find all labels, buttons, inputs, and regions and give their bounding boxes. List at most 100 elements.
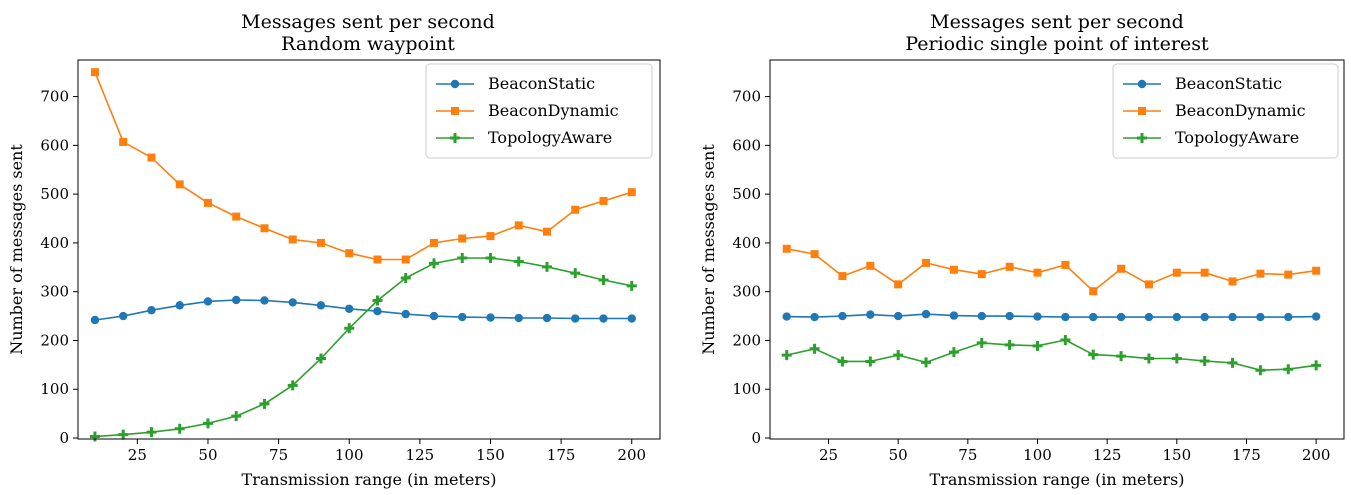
data-point (782, 244, 791, 253)
data-point (977, 270, 986, 279)
data-point (1089, 287, 1098, 296)
data-point (1088, 349, 1099, 360)
x-tick-label: 200 (1302, 446, 1331, 464)
legend-label: BeaconStatic (488, 74, 595, 93)
data-point (345, 249, 354, 258)
data-point (571, 205, 580, 214)
data-point (1227, 357, 1238, 368)
y-tick-label: 500 (40, 185, 69, 203)
x-tick-label: 75 (958, 446, 977, 464)
series-BeaconDynamic (782, 244, 1321, 296)
legend-marker (1137, 79, 1147, 89)
legend-label: BeaconDynamic (1175, 101, 1306, 120)
series-line-BeaconStatic (786, 313, 1317, 318)
data-point (542, 227, 551, 236)
data-point (175, 301, 184, 310)
data-point (949, 265, 958, 274)
data-point (401, 255, 410, 264)
y-tick-label: 700 (40, 88, 69, 106)
data-point (627, 188, 636, 197)
data-point (90, 315, 100, 325)
data-point (260, 296, 269, 305)
data-point (1256, 269, 1265, 278)
y-axis-label: Number of messages sent (699, 144, 718, 355)
data-point (1116, 312, 1126, 322)
y-tick-label: 700 (732, 88, 761, 106)
data-point (373, 307, 382, 316)
legend-label: BeaconStatic (1175, 74, 1282, 93)
data-point (174, 423, 185, 434)
series-BeaconDynamic (90, 68, 636, 264)
y-tick-label: 200 (732, 331, 761, 349)
data-point (119, 137, 128, 146)
data-point (810, 250, 819, 259)
data-point (232, 212, 241, 221)
data-point (288, 298, 297, 307)
series-line-BeaconStatic (94, 299, 632, 321)
y-tick-label: 100 (40, 380, 69, 398)
data-point (203, 297, 213, 306)
series-line-BeaconDynamic (786, 248, 1317, 293)
data-point (1004, 339, 1015, 350)
data-point (1312, 266, 1321, 275)
legend-label: BeaconDynamic (488, 101, 619, 120)
data-point (259, 398, 270, 409)
legend-marker (1138, 107, 1146, 115)
data-point (1283, 364, 1294, 375)
data-point (373, 255, 382, 264)
data-point (571, 314, 580, 323)
data-point (1228, 312, 1237, 322)
data-point (1199, 355, 1210, 366)
data-point (1284, 312, 1293, 322)
data-point (1005, 262, 1014, 271)
legend: BeaconStatic BeaconDynamic TopologyAware (1112, 63, 1339, 159)
data-point (627, 314, 636, 323)
data-point (514, 313, 523, 323)
y-axis-label: Number of messages sent (7, 144, 26, 355)
legend-box (1112, 63, 1339, 159)
data-point (316, 301, 326, 310)
data-point (838, 272, 847, 281)
legend: BeaconStatic BeaconDynamic TopologyAware (425, 63, 653, 159)
series-line-TopologyAware (786, 339, 1317, 372)
legend-box (425, 63, 653, 159)
data-point (232, 295, 241, 305)
legend-marker (450, 133, 460, 143)
data-point (1060, 334, 1071, 345)
data-point (1143, 353, 1154, 364)
data-point (921, 309, 931, 319)
x-tick-label: 75 (269, 446, 288, 464)
y-tick-label: 0 (59, 429, 69, 447)
data-point (401, 309, 410, 319)
data-point (570, 268, 581, 279)
x-tick-label: 25 (819, 446, 838, 464)
data-point (599, 314, 608, 323)
x-tick-label: 175 (1232, 446, 1261, 464)
data-point (542, 313, 552, 323)
data-point (486, 313, 495, 322)
data-point (147, 153, 156, 162)
data-point (89, 431, 100, 442)
data-point (175, 180, 184, 189)
data-point (1228, 277, 1237, 286)
data-point (118, 429, 129, 440)
data-point (893, 350, 904, 361)
data-point (345, 304, 354, 313)
data-point (977, 311, 986, 321)
series-TopologyAware (781, 334, 1322, 376)
data-point (287, 380, 298, 391)
x-tick-label: 150 (1162, 446, 1191, 464)
x-tick-label: 50 (198, 446, 217, 464)
series-BeaconStatic (782, 309, 1321, 322)
data-point (1033, 312, 1042, 321)
data-point (866, 310, 875, 319)
y-tick-label: 600 (40, 136, 69, 154)
legend-label: TopologyAware (1175, 128, 1299, 147)
data-point (119, 311, 128, 321)
data-point (866, 261, 875, 270)
data-point (344, 323, 355, 334)
x-tick-label: 100 (1023, 446, 1052, 464)
data-point (1200, 268, 1209, 277)
y-tick-label: 100 (732, 380, 761, 398)
